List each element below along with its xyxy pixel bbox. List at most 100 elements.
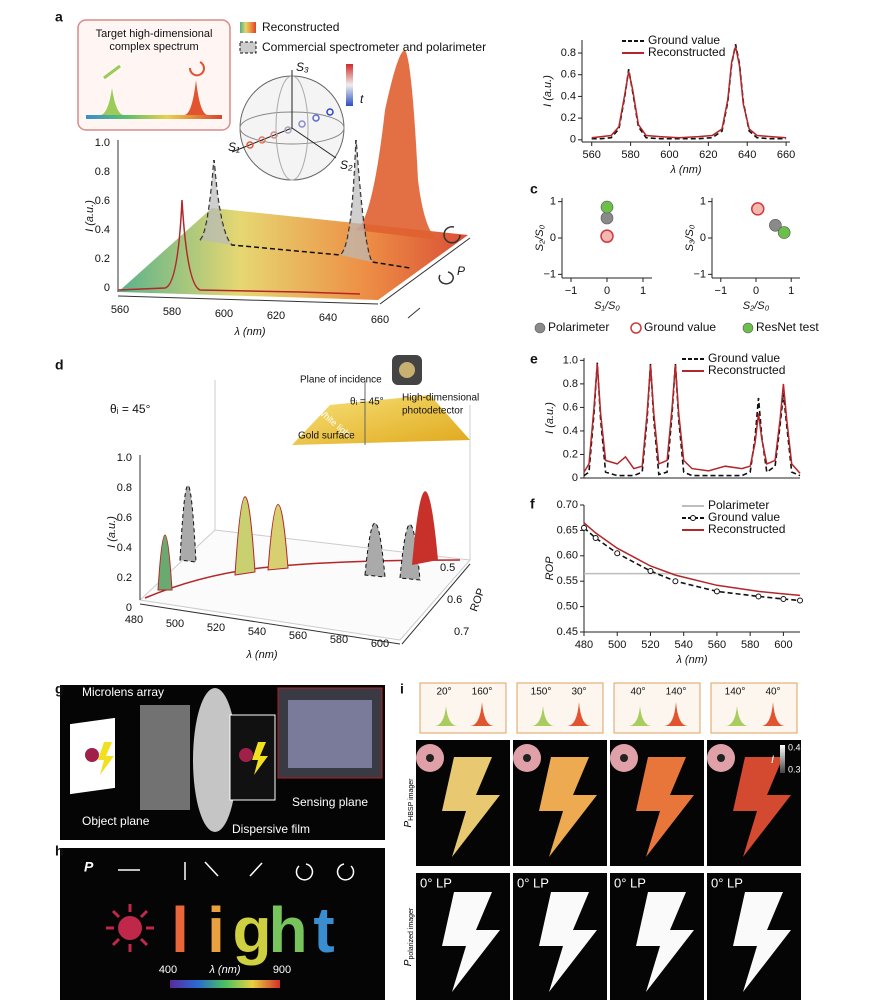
x-tick-label: 560 [289,630,307,642]
bolt [442,757,500,857]
x-tick-label: 580 [163,306,181,318]
image-label: Sensing plane [292,795,368,809]
inset-label: Gold surface [298,431,355,442]
point [755,593,762,600]
legend-label: Commercial spectrometer and polarimeter [262,40,486,54]
x-tick-label: 620 [699,149,717,161]
x-tick-label: 1 [640,285,646,297]
bolt [539,892,597,992]
y-tick-label: 0.55 [557,575,578,587]
point [600,211,614,225]
peak [761,702,785,726]
panel-i-art [416,682,801,1000]
series-line [583,527,801,602]
y-tick-label: 0.6 [95,195,110,207]
panel-a-art [77,19,471,319]
angle-label: 40° [765,687,780,698]
y-tick-label: 0.50 [557,601,578,613]
y-tick-label: 1 [700,196,706,208]
axis-label: P [457,264,465,278]
x-tick-label: 580 [621,149,639,161]
pattern [717,754,725,762]
x-tick-label: 560 [583,149,601,161]
y-axis-label: I (a.u.) [542,75,554,107]
legend-marker [534,322,546,334]
x-tick-label: 640 [319,312,337,324]
pattern [620,754,628,762]
x-tick-label: 600 [660,149,678,161]
angle-label: 140° [666,687,687,698]
angle-box [419,682,507,734]
row-label: Ppolarized imager [403,907,415,966]
point [600,229,614,243]
point [713,588,720,595]
colorbar [780,745,785,773]
legend-label: Polarimeter [548,320,609,334]
z-tick-label: 0.7 [454,626,469,638]
point [797,597,803,604]
y-tick-label: 0.60 [557,550,578,562]
x-axis-label: λ (nm) [675,654,707,666]
legend-label: Reconstructed [708,522,785,536]
z-axis-label: ROP [468,587,487,614]
panel-label: i [400,681,404,697]
row-label-main: P [403,820,414,827]
panel-label: c [530,181,538,197]
row-label-sub: polarized imager [408,907,415,959]
angle-label: 140° [725,687,746,698]
y-tick-label: 0 [570,134,576,146]
y-tick-label: 0.8 [563,378,578,390]
x-tick-label: 600 [215,308,233,320]
word-letter: l [171,894,189,966]
point [751,202,765,216]
angle-box [613,682,701,734]
y-tick-label: 0 [550,232,556,244]
x-axis-label: S₂/S₀ [743,300,770,312]
x-tick-label: 540 [248,626,266,638]
inset-title: complex spectrum [109,41,198,53]
inset-label: Plane of incidence [300,375,382,386]
series-line [591,46,787,139]
y-tick-label: −1 [543,268,556,280]
peak [470,702,494,726]
bolt [636,892,694,992]
y-tick-label: 1.0 [117,452,132,464]
y-tick-label: 0.6 [563,401,578,413]
image-label: 0° LP [517,875,549,890]
legend-label: Ground value [644,320,716,334]
y-axis-label: ROP [544,556,556,581]
x-tick-label: 520 [641,639,659,651]
sphere-label: S₃ [296,60,309,74]
x-tick-label: 600 [371,638,389,650]
image-label: 0° LP [614,875,646,890]
y-axis-label: I (a.u.) [106,516,118,548]
panel-g-art [60,685,385,840]
x-tick-label: 660 [371,314,389,326]
y-tick-label: 0.8 [117,482,132,494]
y-tick-label: 0.70 [557,499,578,511]
inset-label: θᵢ = 45° [350,397,384,408]
legend-label: Reconstructed [708,363,785,377]
y-tick-label: 0.45 [557,626,578,638]
image-label: Microlens array [82,685,164,699]
x-tick-label: 620 [267,310,285,322]
panel-d-art [138,355,472,645]
y-tick-label: 0.8 [95,166,110,178]
colorbar-label: 900 [273,964,291,976]
pattern [523,754,531,762]
y-axis-label: I (a.u.) [544,402,556,434]
x-axis-label: λ (nm) [245,649,277,661]
x-tick-label: 480 [575,639,593,651]
x-tick-label: 640 [738,149,756,161]
inset-label: High-dimensional [402,393,479,404]
series-line [583,362,801,477]
y-tick-label: −1 [693,268,706,280]
y-tick-label: 0 [700,232,706,244]
x-tick-label: 540 [675,639,693,651]
panel-label: h [55,843,64,859]
legend-label: Ground value [708,351,780,365]
inset-title: Target high-dimensional [96,28,213,40]
angle-label: 20° [436,687,451,698]
x-tick-label: 500 [608,639,626,651]
legend-label: Ground value [708,510,780,524]
